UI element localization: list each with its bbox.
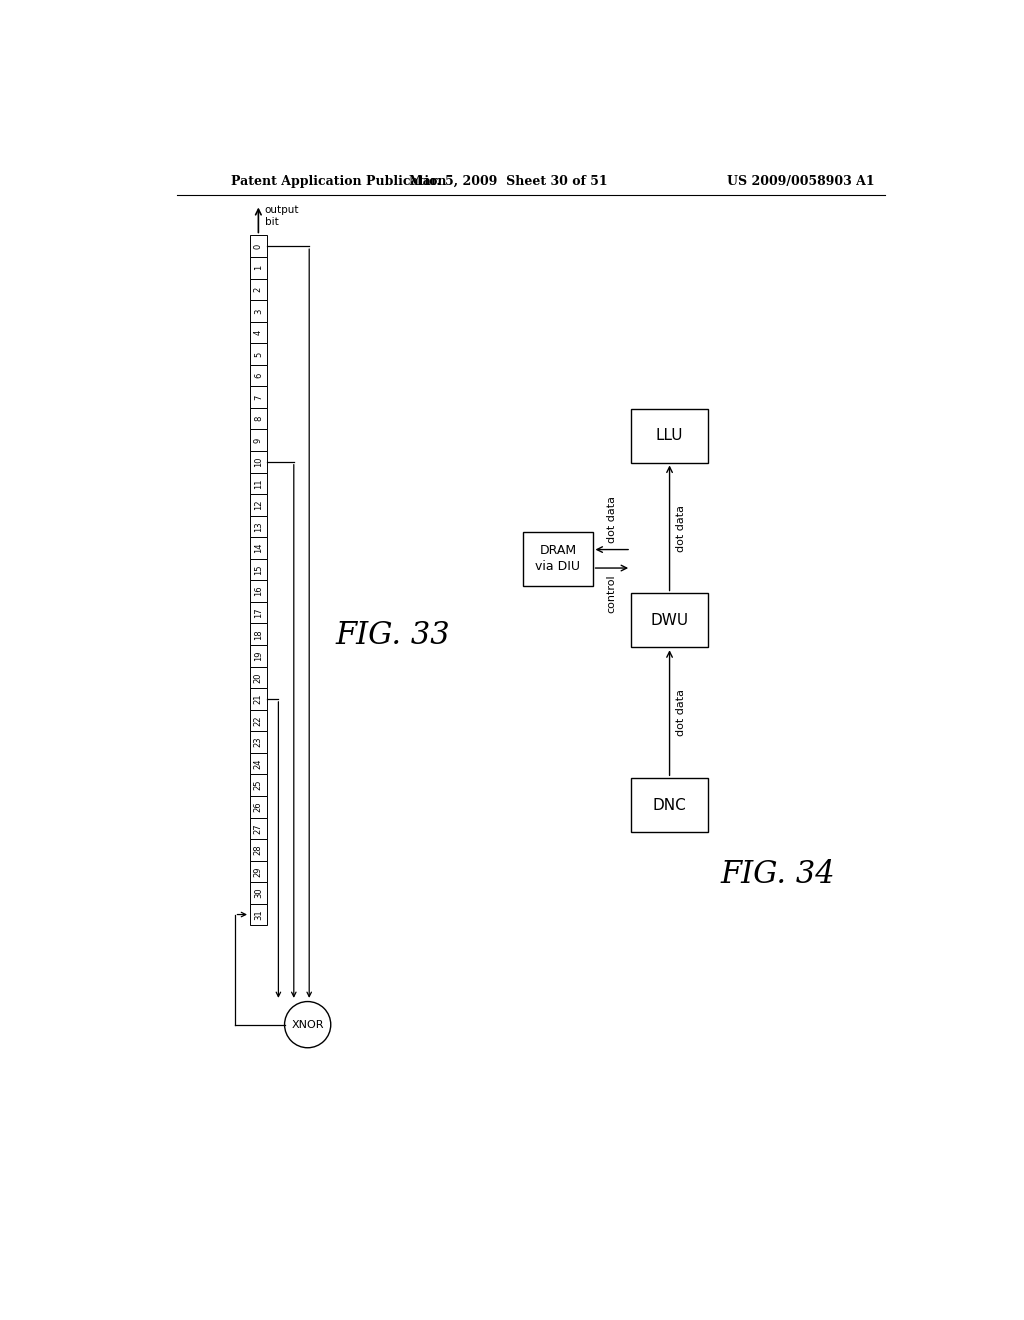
- Text: 12: 12: [254, 500, 263, 510]
- Bar: [250, 904, 267, 925]
- Bar: [250, 279, 267, 300]
- Bar: [250, 688, 267, 710]
- Bar: [250, 623, 267, 645]
- Bar: [250, 451, 267, 473]
- Text: FIG. 33: FIG. 33: [335, 620, 450, 651]
- Bar: [250, 322, 267, 343]
- Text: US 2009/0058903 A1: US 2009/0058903 A1: [727, 176, 874, 187]
- Text: 22: 22: [254, 715, 263, 726]
- Text: 20: 20: [254, 672, 263, 682]
- Bar: [523, 532, 593, 586]
- Bar: [250, 752, 267, 775]
- Bar: [250, 235, 267, 257]
- Text: 30: 30: [254, 887, 263, 899]
- Text: 28: 28: [254, 845, 263, 855]
- Text: 7: 7: [254, 395, 263, 400]
- Text: 25: 25: [254, 780, 263, 791]
- Text: 27: 27: [254, 822, 263, 834]
- Text: output
bit: output bit: [264, 206, 299, 227]
- Bar: [250, 558, 267, 581]
- Bar: [250, 861, 267, 882]
- Text: 17: 17: [254, 607, 263, 618]
- Bar: [250, 775, 267, 796]
- Bar: [250, 731, 267, 752]
- Bar: [250, 667, 267, 688]
- Text: DNC: DNC: [652, 797, 686, 813]
- Bar: [250, 882, 267, 904]
- Bar: [250, 817, 267, 840]
- Bar: [250, 581, 267, 602]
- Bar: [250, 300, 267, 322]
- Text: 26: 26: [254, 801, 263, 812]
- Bar: [250, 537, 267, 558]
- Bar: [250, 257, 267, 279]
- Text: Patent Application Publication: Patent Application Publication: [230, 176, 446, 187]
- Bar: [250, 473, 267, 494]
- Text: 6: 6: [254, 372, 263, 379]
- Text: XNOR: XNOR: [292, 1019, 324, 1030]
- Bar: [250, 429, 267, 451]
- Text: 31: 31: [254, 909, 263, 920]
- Text: 29: 29: [254, 866, 263, 876]
- Text: 21: 21: [254, 694, 263, 704]
- Text: 11: 11: [254, 478, 263, 488]
- Text: 4: 4: [254, 330, 263, 335]
- Bar: [250, 494, 267, 516]
- Text: 23: 23: [254, 737, 263, 747]
- Text: Mar. 5, 2009  Sheet 30 of 51: Mar. 5, 2009 Sheet 30 of 51: [409, 176, 607, 187]
- Bar: [250, 840, 267, 861]
- Text: DWU: DWU: [650, 612, 688, 628]
- Text: dot data: dot data: [607, 496, 616, 544]
- Text: 2: 2: [254, 286, 263, 292]
- Bar: [631, 779, 708, 832]
- Text: dot data: dot data: [676, 504, 686, 552]
- Bar: [250, 516, 267, 537]
- Text: 8: 8: [254, 416, 263, 421]
- Text: 24: 24: [254, 759, 263, 768]
- Text: 19: 19: [254, 651, 263, 661]
- Bar: [631, 594, 708, 647]
- Bar: [250, 645, 267, 667]
- Text: dot data: dot data: [676, 689, 686, 737]
- Text: 16: 16: [254, 586, 263, 597]
- Bar: [631, 409, 708, 462]
- Text: 10: 10: [254, 457, 263, 467]
- Bar: [250, 602, 267, 623]
- Text: 15: 15: [254, 565, 263, 574]
- Text: 18: 18: [254, 628, 263, 640]
- Text: 14: 14: [254, 543, 263, 553]
- Text: 13: 13: [254, 521, 263, 532]
- Text: 5: 5: [254, 351, 263, 356]
- Text: 0: 0: [254, 244, 263, 248]
- Text: 9: 9: [254, 438, 263, 442]
- Text: control: control: [607, 574, 616, 612]
- Text: 1: 1: [254, 265, 263, 271]
- Text: LLU: LLU: [655, 428, 683, 444]
- Bar: [250, 796, 267, 817]
- Text: DRAM
via DIU: DRAM via DIU: [536, 544, 581, 573]
- Text: 3: 3: [254, 308, 263, 314]
- Text: FIG. 34: FIG. 34: [720, 859, 835, 890]
- Bar: [250, 364, 267, 387]
- Bar: [250, 408, 267, 429]
- Bar: [250, 387, 267, 408]
- Bar: [250, 710, 267, 731]
- Bar: [250, 343, 267, 364]
